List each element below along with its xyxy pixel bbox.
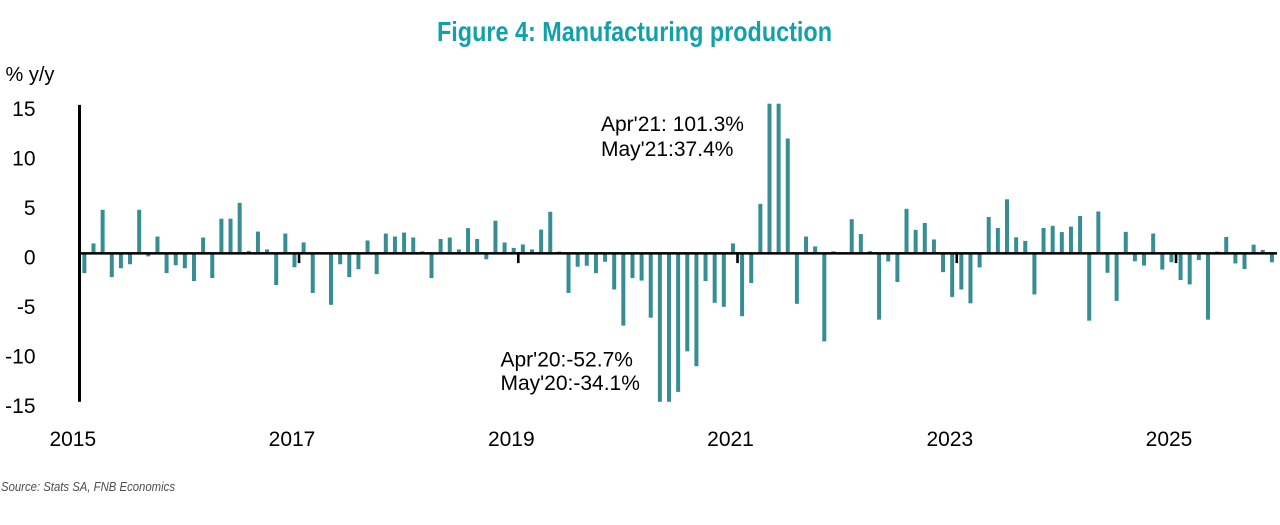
svg-text:Figure 4: Manufacturing produc: Figure 4: Manufacturing production [437, 16, 832, 47]
svg-text:Source: Stats SA, FNB Economic: Source: Stats SA, FNB Economics [1, 480, 175, 494]
svg-text:10: 10 [12, 147, 35, 170]
svg-text:2023: 2023 [926, 428, 973, 451]
svg-text:May'20:-34.1%: May'20:-34.1% [501, 372, 640, 395]
svg-text:Apr'20:-52.7%: Apr'20:-52.7% [501, 349, 633, 372]
svg-text:2025: 2025 [1146, 428, 1193, 451]
svg-text:-15: -15 [5, 395, 35, 418]
svg-text:2017: 2017 [269, 428, 316, 451]
svg-text:-10: -10 [5, 345, 35, 368]
svg-text:2015: 2015 [49, 428, 96, 451]
svg-text:2021: 2021 [707, 428, 754, 451]
svg-text:May'21:37.4%: May'21:37.4% [601, 138, 733, 161]
svg-text:15: 15 [12, 98, 35, 121]
svg-text:Apr'21: 101.3%: Apr'21: 101.3% [601, 113, 744, 136]
svg-text:0: 0 [24, 246, 36, 269]
svg-text:2019: 2019 [488, 428, 535, 451]
svg-text:-5: -5 [17, 296, 36, 319]
svg-text:% y/y: % y/y [6, 64, 55, 86]
svg-text:5: 5 [24, 197, 36, 220]
